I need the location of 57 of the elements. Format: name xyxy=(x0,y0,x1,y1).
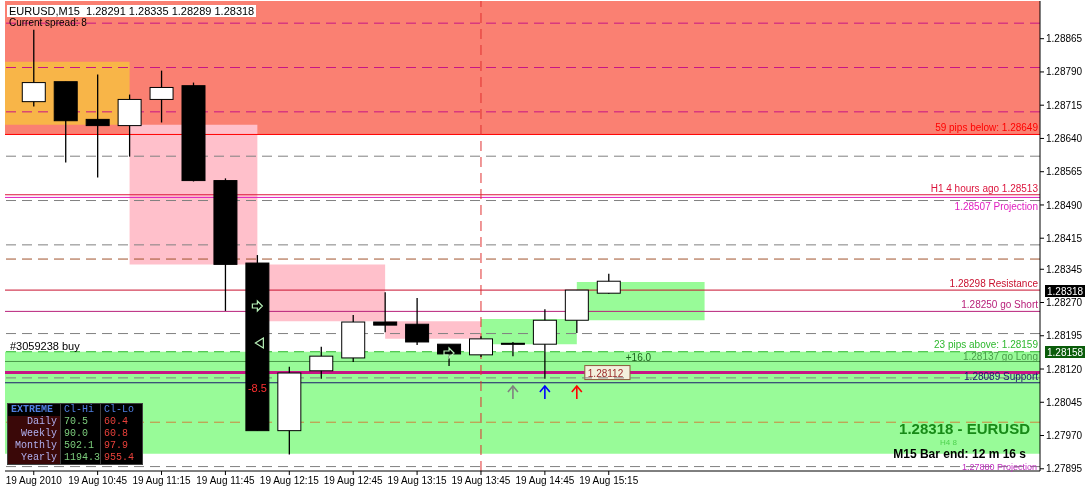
x-tick-label: 19 Aug 10:45 xyxy=(68,475,128,487)
ref-line-label: 1.28298 Resistance xyxy=(949,278,1039,290)
y-tick-label: 1.27895 xyxy=(1046,463,1083,475)
y-tick-label: 1.28345 xyxy=(1046,263,1083,275)
y-tick-label: 1.28120 xyxy=(1046,363,1083,375)
annotation: Yearly xyxy=(8,452,60,464)
annotation: -8.5 xyxy=(247,382,267,394)
ref-line-label: 1.28250 go Short xyxy=(961,299,1039,311)
y-tick-label: 1.28565 xyxy=(1046,166,1083,178)
y-tick-label: 1.28415 xyxy=(1046,232,1083,244)
ref-line-label: 1.28507 Projection xyxy=(954,201,1038,213)
annotation: 60.4 xyxy=(100,416,142,428)
text: Current spread: 8 xyxy=(9,17,87,29)
text: 1.28158 xyxy=(1047,346,1084,358)
annotation: Monthly xyxy=(8,440,60,452)
y-tick-label: 1.27970 xyxy=(1046,430,1083,442)
annotation: 955.4 xyxy=(100,452,142,464)
annotation: Cl-Hi xyxy=(60,404,100,416)
x-tick-label: 19 Aug 12:15 xyxy=(259,475,320,487)
y-tick-label: 1.28195 xyxy=(1046,330,1083,342)
y-tick-label: 1.28270 xyxy=(1046,297,1083,309)
annotation: #3059238 buy xyxy=(10,339,81,352)
ref-line-label: 23 pips above: 1.28159 xyxy=(934,338,1039,350)
annotation: 90.0 xyxy=(60,428,100,440)
ref-line-label: 1.28089 Support xyxy=(964,370,1039,382)
y-tick-label: 1.28640 xyxy=(1046,133,1083,144)
y-tick-label: 1.28865 xyxy=(1046,33,1083,45)
x-tick-label: 19 Aug 11:45 xyxy=(196,475,255,487)
y-tick-label: 1.28045 xyxy=(1046,396,1083,408)
annotation: 1.28318 - EURUSD xyxy=(899,420,1031,437)
annotation: 502.1 xyxy=(60,440,100,452)
annotation: Cl-Lo xyxy=(100,404,142,416)
annotation: 60.8 xyxy=(100,428,142,440)
ref-line-label: 59 pips below: 1.28649 xyxy=(935,122,1039,134)
annotation: 1194.3 xyxy=(60,452,101,464)
y-tick-label: 1.28490 xyxy=(1046,199,1083,211)
annotation: H4 8 xyxy=(940,438,958,447)
annotation: EXTREME xyxy=(10,404,54,416)
x-tick-label: 19 Aug 13:15 xyxy=(387,475,447,487)
annotation: 97.9 xyxy=(100,440,142,452)
text: 1.28318 xyxy=(1047,285,1084,297)
y-tick-label: 1.28715 xyxy=(1046,99,1083,111)
x-tick-label: 19 Aug 12:45 xyxy=(323,475,384,487)
y-tick-label: 1.28790 xyxy=(1046,66,1083,78)
annotation: 70.5 xyxy=(60,416,100,428)
x-tick-label: 19 Aug 14:45 xyxy=(515,475,575,487)
annotation: +16.0 xyxy=(625,351,652,363)
x-tick-label: 19 Aug 2010 xyxy=(5,475,63,487)
chart-title: EURUSD,M15 1.28291 1.28335 1.28289 1.28318 xyxy=(7,5,257,17)
x-tick-label: 19 Aug 13:45 xyxy=(451,475,511,487)
annotation: M15 Bar end: 12 m 16 s xyxy=(893,447,1027,461)
annotation: Daily xyxy=(8,416,60,428)
x-tick-label: 19 Aug 11:15 xyxy=(132,475,192,487)
x-tick-label: 19 Aug 15:15 xyxy=(579,475,639,487)
annotation: Weekly xyxy=(8,428,60,440)
ref-line-label: 1.28112 xyxy=(587,367,624,379)
ref-line-label: H1 4 hours ago 1.28513 xyxy=(930,182,1039,194)
